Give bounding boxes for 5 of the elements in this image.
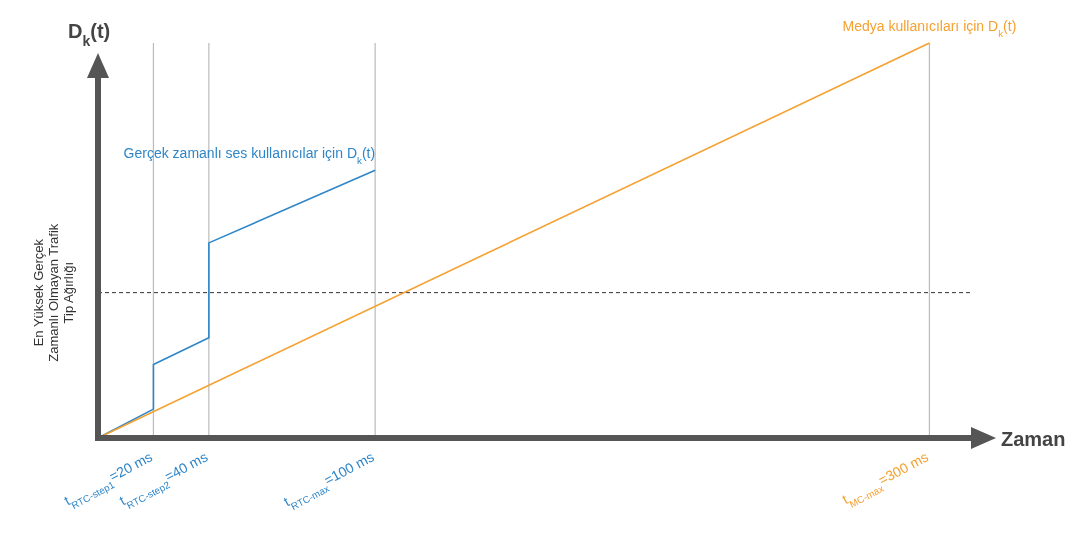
series-label: Medya kullanıcıları için D$_{k}$(t) <box>842 18 1017 39</box>
x-axis-title: Zaman <box>1001 428 1066 450</box>
y-axis-title: D$_{k}$(t) <box>68 20 111 49</box>
series-label: Gerçek zamanlı ses kullanıcılar için D$_{k}$(t) <box>123 145 376 166</box>
ref-line-label: En Yüksek Gerçek Zamanlı Olmayan Trafik Tip Ağırlığı <box>31 223 76 362</box>
